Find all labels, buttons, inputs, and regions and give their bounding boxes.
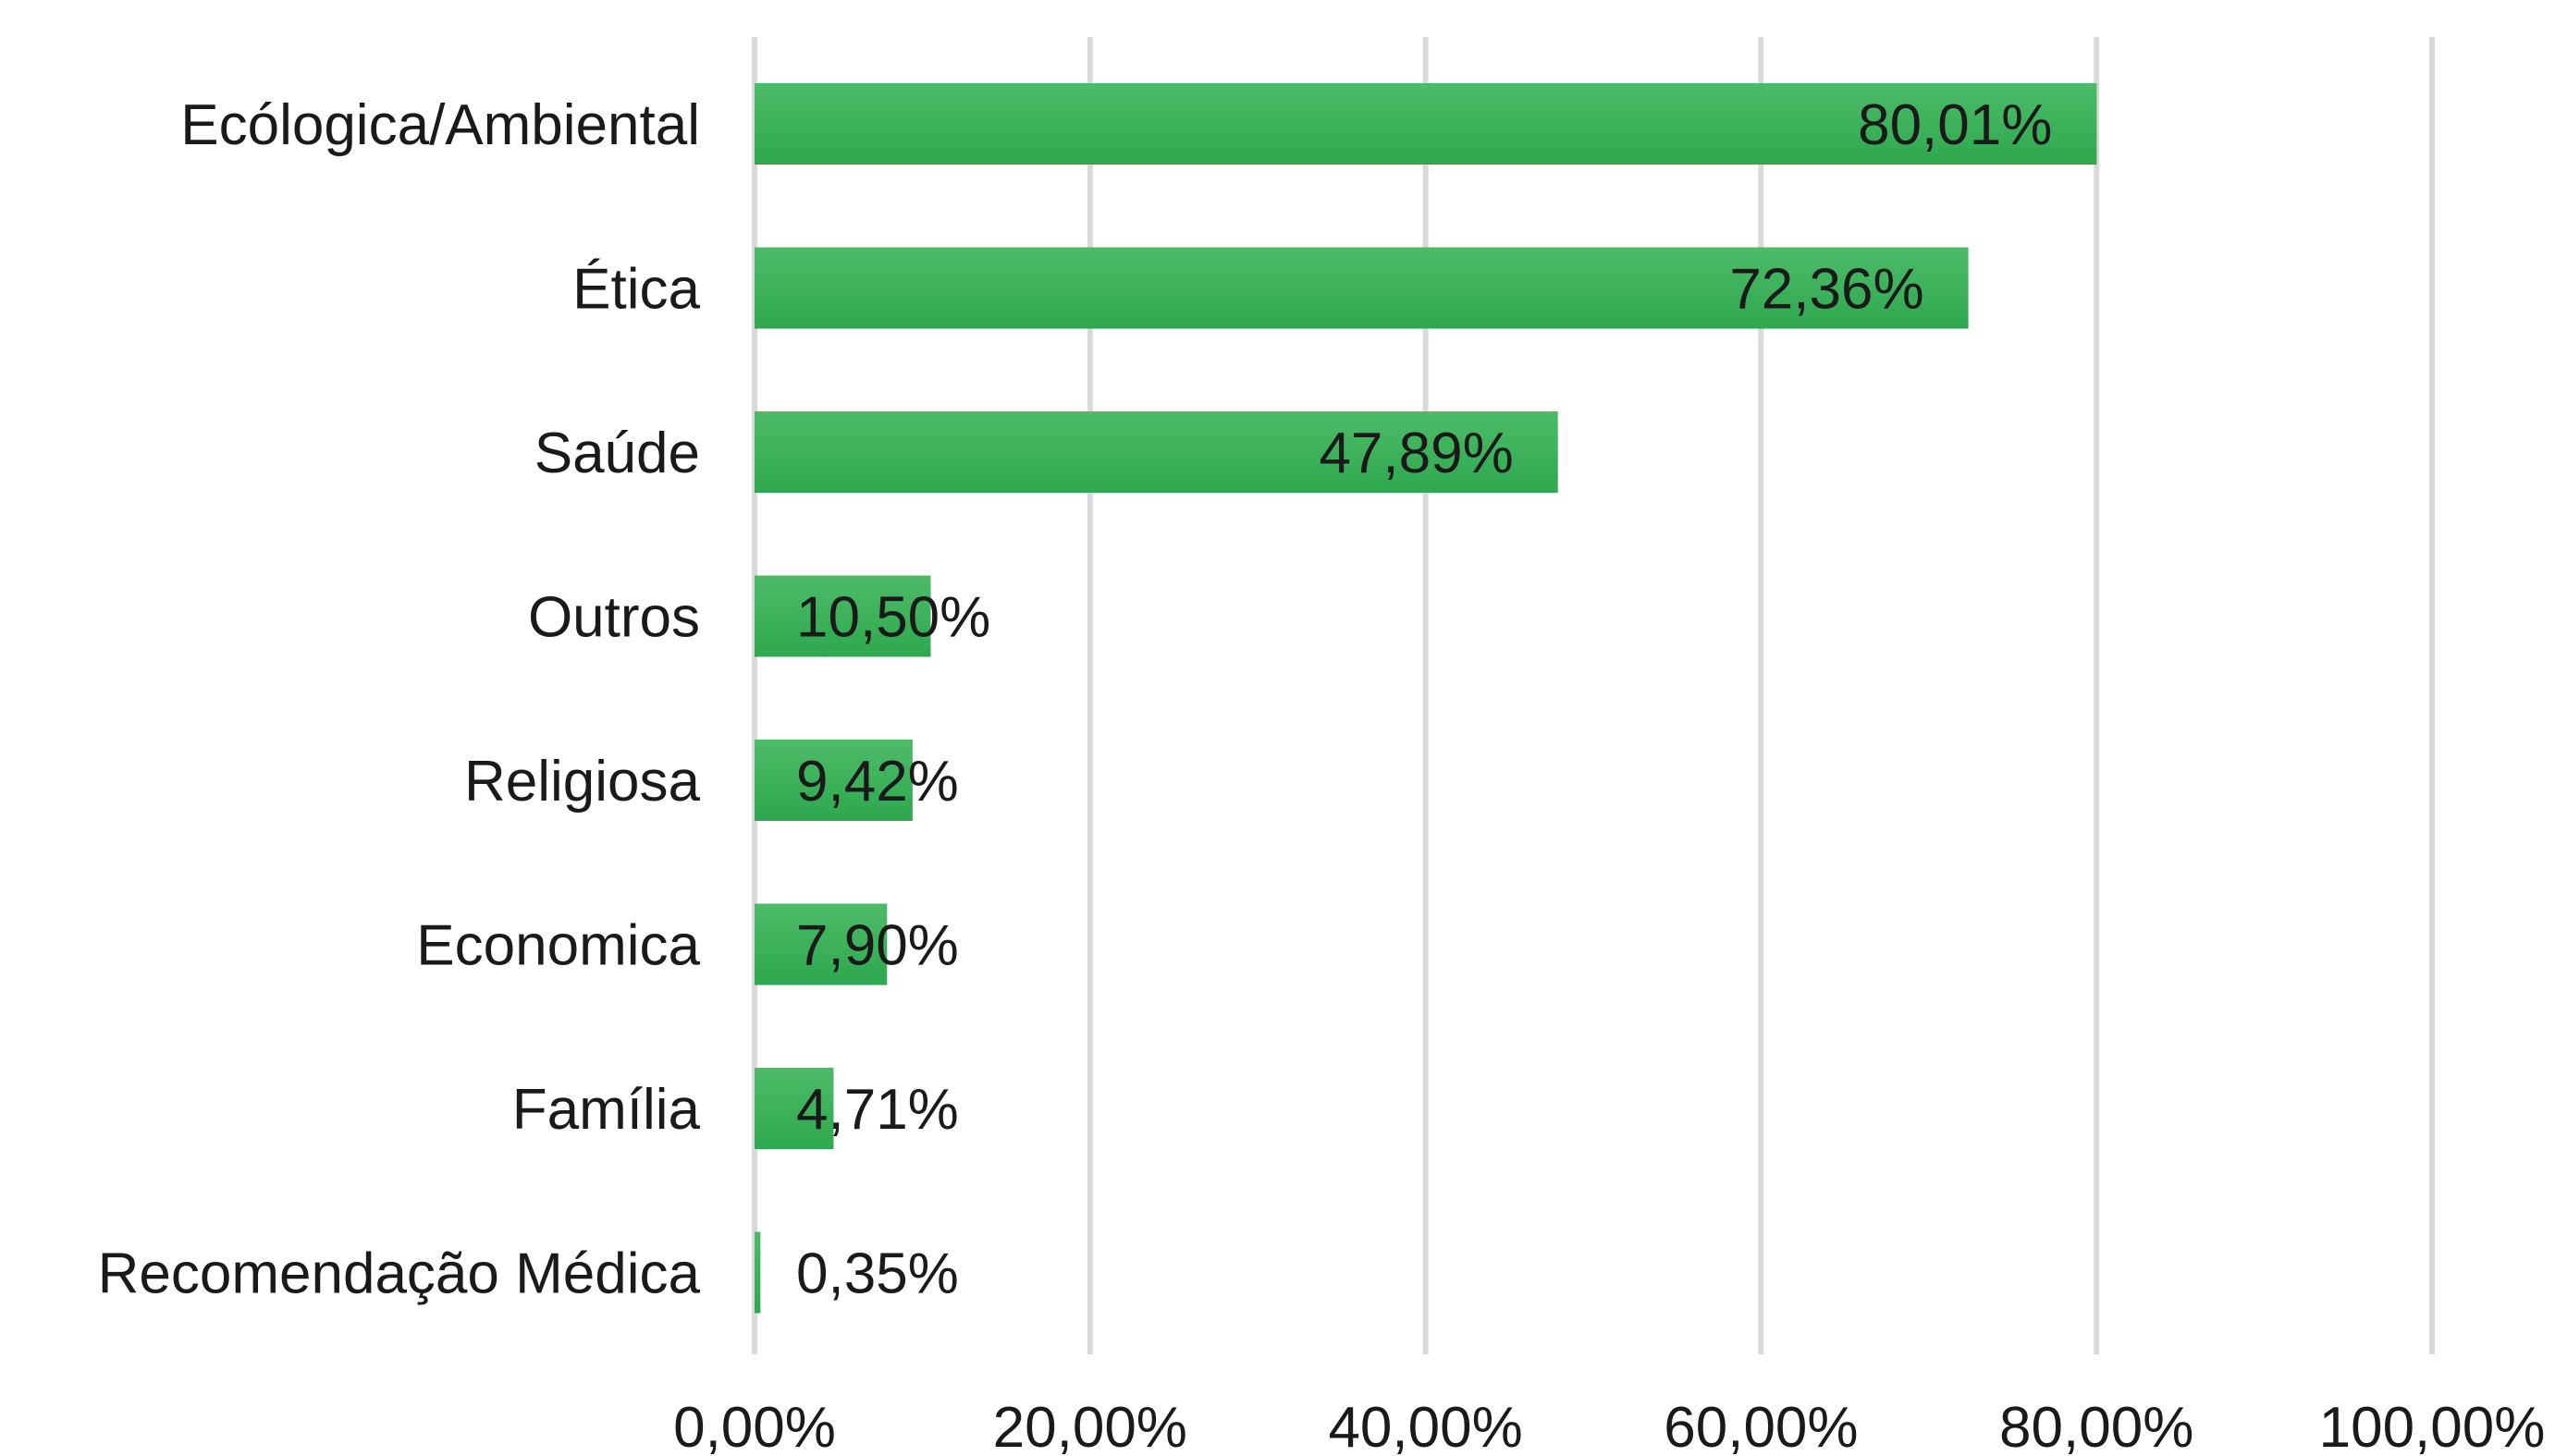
data-labels: 80,01% 72,36% 47,89% 10,50% 9,42% 7,90% 4,71% 0… — [796, 93, 2052, 1306]
data-label-5: 7,90% — [796, 914, 959, 978]
x-axis-tick-labels: 0,00% 20,00% 40,00% 60,00% 80,00% 100,00% — [673, 1396, 2545, 1456]
category-label-5: Economica — [416, 914, 700, 978]
bar-0 — [755, 83, 2097, 165]
bars — [755, 83, 2097, 1314]
bar-5 — [755, 903, 888, 985]
data-label-4: 9,42% — [796, 750, 959, 814]
data-label-3: 10,50% — [796, 586, 990, 650]
category-label-2: Saúde — [534, 422, 700, 485]
category-labels: Ecólogica/Ambiental Ética Saúde Outros Relig… — [98, 93, 701, 1306]
category-label-1: Ética — [572, 258, 700, 322]
bar-3 — [755, 575, 931, 657]
data-label-0: 80,01% — [1858, 93, 2052, 157]
data-label-1: 72,36% — [1729, 258, 1923, 322]
data-label-7: 0,35% — [796, 1242, 959, 1306]
data-label-2: 47,89% — [1319, 422, 1513, 485]
x-tick-label-0: 0,00% — [673, 1396, 836, 1456]
category-label-4: Religiosa — [464, 750, 701, 814]
category-label-6: Família — [512, 1078, 701, 1142]
gridlines — [752, 37, 2435, 1354]
x-tick-label-1: 20,00% — [993, 1396, 1187, 1456]
bar-2 — [755, 411, 1558, 493]
bar-4 — [755, 740, 913, 821]
x-tick-label-4: 80,00% — [1999, 1396, 2193, 1456]
x-tick-label-2: 40,00% — [1328, 1396, 1522, 1456]
bar-6 — [755, 1068, 834, 1149]
bar-1 — [755, 247, 1969, 329]
category-label-7: Recomendação Médica — [98, 1242, 701, 1306]
x-tick-label-3: 60,00% — [1664, 1396, 1858, 1456]
bar-7 — [755, 1231, 761, 1314]
data-label-6: 4,71% — [796, 1078, 959, 1142]
category-label-0: Ecólogica/Ambiental — [180, 93, 700, 157]
category-label-3: Outros — [528, 586, 700, 650]
x-tick-label-5: 100,00% — [2319, 1396, 2546, 1456]
